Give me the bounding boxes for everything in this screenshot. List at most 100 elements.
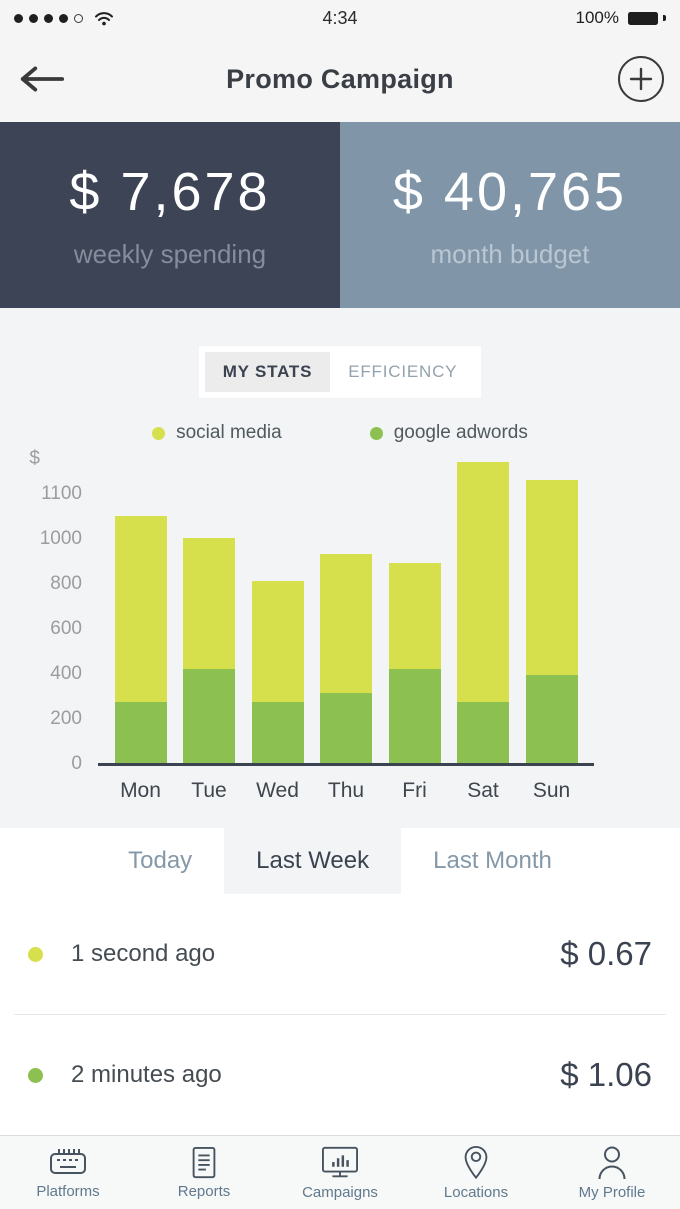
social-media-dot-icon — [152, 426, 166, 440]
weekly-spending-card: $ 7,678 weekly spending — [0, 122, 340, 308]
tab-last-week[interactable]: Last Week — [224, 828, 402, 894]
summary-cards: $ 7,678 weekly spending $ 40,765 month b… — [0, 122, 680, 308]
battery-icon — [628, 11, 658, 25]
signal-dot-empty-icon — [74, 13, 83, 23]
nav-item-reports[interactable]: Reports — [136, 1136, 272, 1209]
legend-item-social-media: social media — [152, 422, 282, 444]
x-axis-label: Sat — [467, 779, 499, 802]
x-axis-label: Mon — [120, 779, 161, 802]
app-header: Promo Campaign — [0, 36, 680, 122]
bar-segment-google-adwords — [525, 675, 578, 763]
signal-dot-icon — [14, 13, 23, 23]
month-budget-amount: $ 40,765 — [392, 161, 628, 222]
page-title: Promo Campaign — [226, 63, 454, 94]
nav-label: Campaigns — [302, 1183, 378, 1201]
y-tick-label: 400 — [50, 663, 82, 684]
locations-icon — [464, 1145, 488, 1179]
nav-item-locations[interactable]: Locations — [408, 1136, 544, 1209]
bottom-nav: Platforms Reports Campaigns Locations — [0, 1135, 680, 1209]
status-time: 4:34 — [322, 7, 358, 28]
bar-segment-social-media — [388, 562, 441, 669]
nav-label: My Profile — [578, 1183, 646, 1201]
y-tick-label: 1000 — [39, 528, 82, 549]
bar-chart: $ 0 200 400 600 800 1000 1100 — [0, 448, 680, 774]
transactions-list: 1 second ago $ 0.67 2 minutes ago $ 1.06 — [0, 894, 680, 1135]
x-axis-labels: Mon Tue Wed Thu Fri Sat Sun — [98, 779, 594, 803]
transaction-time: 2 minutes ago — [71, 1061, 222, 1088]
month-budget-label: month budget — [430, 238, 590, 269]
stats-tabs: MY STATS EFFICIENCY — [198, 346, 482, 398]
bar-segment-google-adwords — [183, 668, 235, 763]
signal-dot-icon — [29, 13, 38, 23]
bar-segment-social-media — [457, 461, 509, 703]
wifi-icon — [95, 11, 113, 25]
nav-item-my-profile[interactable]: My Profile — [544, 1136, 680, 1209]
campaigns-icon — [322, 1146, 358, 1177]
bar-segment-google-adwords — [388, 668, 441, 763]
y-tick-label: 800 — [50, 573, 82, 594]
nav-label: Locations — [443, 1183, 509, 1201]
y-tick-label: 200 — [50, 708, 82, 729]
back-arrow-icon — [20, 66, 65, 92]
bar-wed — [251, 580, 304, 763]
tab-last-month[interactable]: Last Month — [433, 847, 552, 874]
bar-thu — [320, 553, 372, 763]
nav-label: Platforms — [36, 1182, 100, 1200]
legend-item-google-adwords: google adwords — [369, 422, 528, 444]
signal-wifi-group — [14, 11, 164, 26]
battery-group: 100% — [516, 8, 666, 28]
bar-segment-social-media — [114, 515, 167, 703]
battery-percent: 100% — [575, 8, 619, 27]
reports-icon — [192, 1146, 216, 1178]
bar-segment-google-adwords — [457, 702, 509, 763]
transaction-dot-icon — [28, 946, 43, 962]
transaction-row[interactable]: 1 second ago $ 0.67 — [0, 894, 680, 1014]
transaction-time: 1 second ago — [71, 940, 216, 967]
x-axis-label: Sun — [532, 779, 571, 802]
signal-dot-icon — [44, 13, 53, 23]
bar-segment-google-adwords — [114, 702, 167, 763]
x-axis-label: Fri — [402, 779, 427, 802]
x-axis-label: Thu — [327, 779, 365, 802]
bar-sat — [457, 461, 509, 763]
bar-segment-social-media — [525, 479, 578, 676]
bar-segment-social-media — [251, 580, 304, 703]
tab-today[interactable]: Today — [128, 847, 193, 874]
tab-efficiency[interactable]: EFFICIENCY — [348, 362, 458, 381]
bar-sun — [525, 479, 578, 763]
month-budget-card: $ 40,765 month budget — [340, 122, 680, 308]
google-adwords-dot-icon — [369, 426, 383, 440]
bar-segment-social-media — [320, 553, 372, 694]
nav-item-campaigns[interactable]: Campaigns — [272, 1136, 408, 1209]
tab-my-stats[interactable]: MY STATS — [204, 352, 331, 392]
status-bar: 4:34 100% — [0, 0, 680, 36]
y-tick-label: 0 — [71, 753, 82, 774]
period-tabs: Today Last Week Last Month — [0, 828, 680, 894]
legend-label: social media — [176, 422, 282, 443]
legend-label: google adwords — [393, 422, 528, 443]
transaction-amount: $ 1.06 — [560, 1056, 652, 1093]
back-button[interactable] — [16, 64, 66, 94]
transaction-dot-icon — [28, 1067, 43, 1083]
nav-item-platforms[interactable]: Platforms — [0, 1136, 136, 1209]
chart-legend: social media google adwords — [0, 422, 680, 444]
x-axis-label: Tue — [191, 779, 227, 802]
y-tick-label: 600 — [50, 618, 82, 639]
divider — [14, 1014, 666, 1015]
bar-segment-google-adwords — [320, 693, 372, 763]
bar-tue — [183, 538, 235, 763]
battery-nub-icon — [663, 15, 666, 21]
bar-segment-google-adwords — [251, 702, 304, 763]
add-button[interactable] — [618, 56, 664, 102]
chart-section: MY STATS EFFICIENCY social media google … — [0, 308, 680, 828]
transaction-amount: $ 0.67 — [560, 935, 652, 972]
my-profile-icon — [598, 1146, 626, 1179]
y-tick-label: 1100 — [41, 483, 82, 504]
transaction-row[interactable]: 2 minutes ago $ 1.06 — [0, 1015, 680, 1135]
bar-segment-social-media — [183, 538, 235, 669]
y-axis-unit: $ — [29, 448, 40, 469]
y-axis: $ 0 200 400 600 800 1000 1100 — [0, 448, 98, 774]
weekly-spending-label: weekly spending — [73, 238, 267, 269]
signal-dot-icon — [59, 13, 68, 23]
